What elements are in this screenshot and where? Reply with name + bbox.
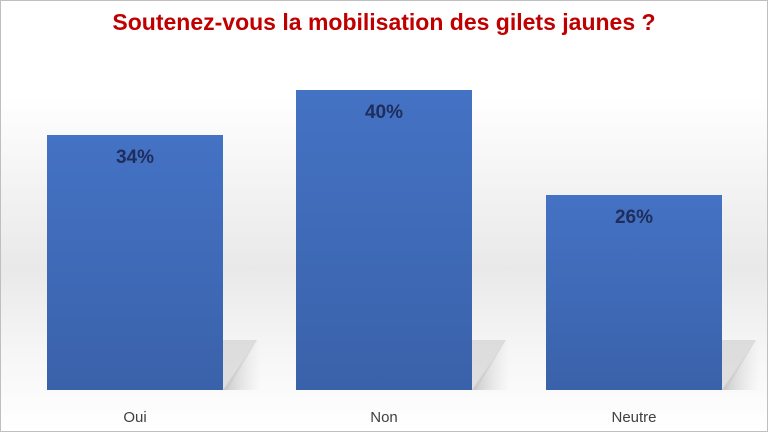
category-label-non: Non [370,409,398,426]
category-label-neutre: Neutre [611,409,656,426]
bar-non [296,90,472,390]
bar-neutre [546,195,722,390]
category-label-oui: Oui [123,409,146,426]
chart-title: Soutenez-vous la mobilisation des gilets… [112,9,656,35]
data-label-non: 40% [365,102,403,123]
data-label-neutre: 26% [615,207,653,228]
bar-oui [47,135,223,390]
data-label-oui: 34% [116,147,154,168]
